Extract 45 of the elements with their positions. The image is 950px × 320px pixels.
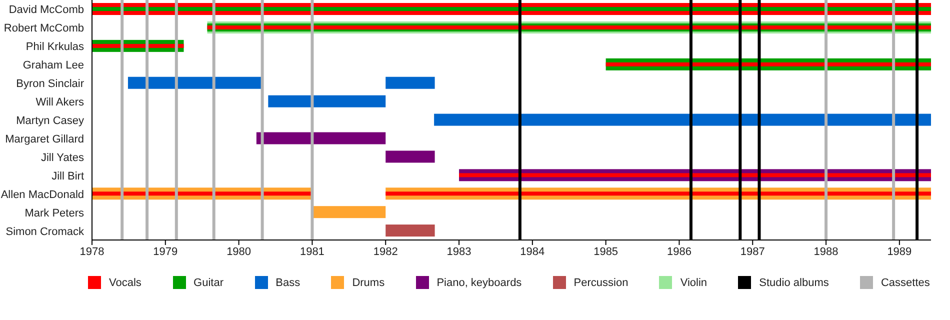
- legend-label: Vocals: [109, 276, 142, 288]
- x-tick-label: 1978: [80, 246, 104, 258]
- bar: [386, 192, 931, 196]
- y-tick-label: Margaret Gillard: [5, 133, 84, 146]
- x-tick-label: 1979: [153, 246, 178, 258]
- legend-label: Drums: [352, 276, 385, 288]
- bar: [312, 206, 386, 218]
- y-tick-label: Robert McComb: [4, 22, 84, 35]
- x-tick-label: 1985: [594, 246, 618, 258]
- x-tick-label: 1984: [520, 246, 545, 258]
- bar: [434, 114, 931, 126]
- legend-label: Guitar: [194, 276, 224, 288]
- x-tick-label: 1989: [887, 246, 912, 258]
- bar: [459, 173, 931, 178]
- legend-label: Piano, keyboards: [436, 276, 522, 288]
- x-tick-label: 1987: [740, 246, 765, 258]
- y-tick-label: David McComb: [8, 4, 84, 16]
- legend-label: Studio albums: [759, 276, 829, 288]
- y-tick-label: Simon Cromack: [6, 226, 84, 238]
- y-tick-label: Martyn Casey: [16, 115, 84, 127]
- y-tick-label: Phil Krkulas: [26, 41, 84, 54]
- y-tick-label: Graham Lee: [22, 60, 84, 72]
- bar: [606, 62, 931, 66]
- y-tick-label: Allen MacDonald: [0, 188, 84, 201]
- legend-label: Percussion: [574, 276, 628, 288]
- x-tick-label: 1988: [814, 246, 838, 258]
- x-tick-label: 1982: [373, 246, 398, 258]
- x-tick-label: 1981: [300, 246, 324, 258]
- bar: [386, 224, 435, 237]
- legend-label: Cassettes: [880, 276, 930, 288]
- bar: [386, 150, 435, 163]
- y-tick-label: Mark Peters: [24, 207, 84, 220]
- y-tick-label: Will Akers: [36, 96, 84, 109]
- bar: [256, 132, 386, 144]
- x-tick-label: 1980: [226, 246, 252, 258]
- y-tick-label: Jill Birt: [52, 170, 84, 182]
- x-tick-label: 1983: [446, 246, 472, 258]
- legend-label: Bass: [276, 276, 300, 288]
- y-tick-label: Byron Sinclair: [16, 78, 84, 90]
- bar: [386, 76, 435, 89]
- y-tick-label: Jill Yates: [40, 152, 84, 164]
- x-tick-label: 1986: [666, 246, 692, 258]
- bar: [92, 192, 312, 196]
- bar: [268, 95, 386, 108]
- legend-label: Violin: [680, 276, 708, 288]
